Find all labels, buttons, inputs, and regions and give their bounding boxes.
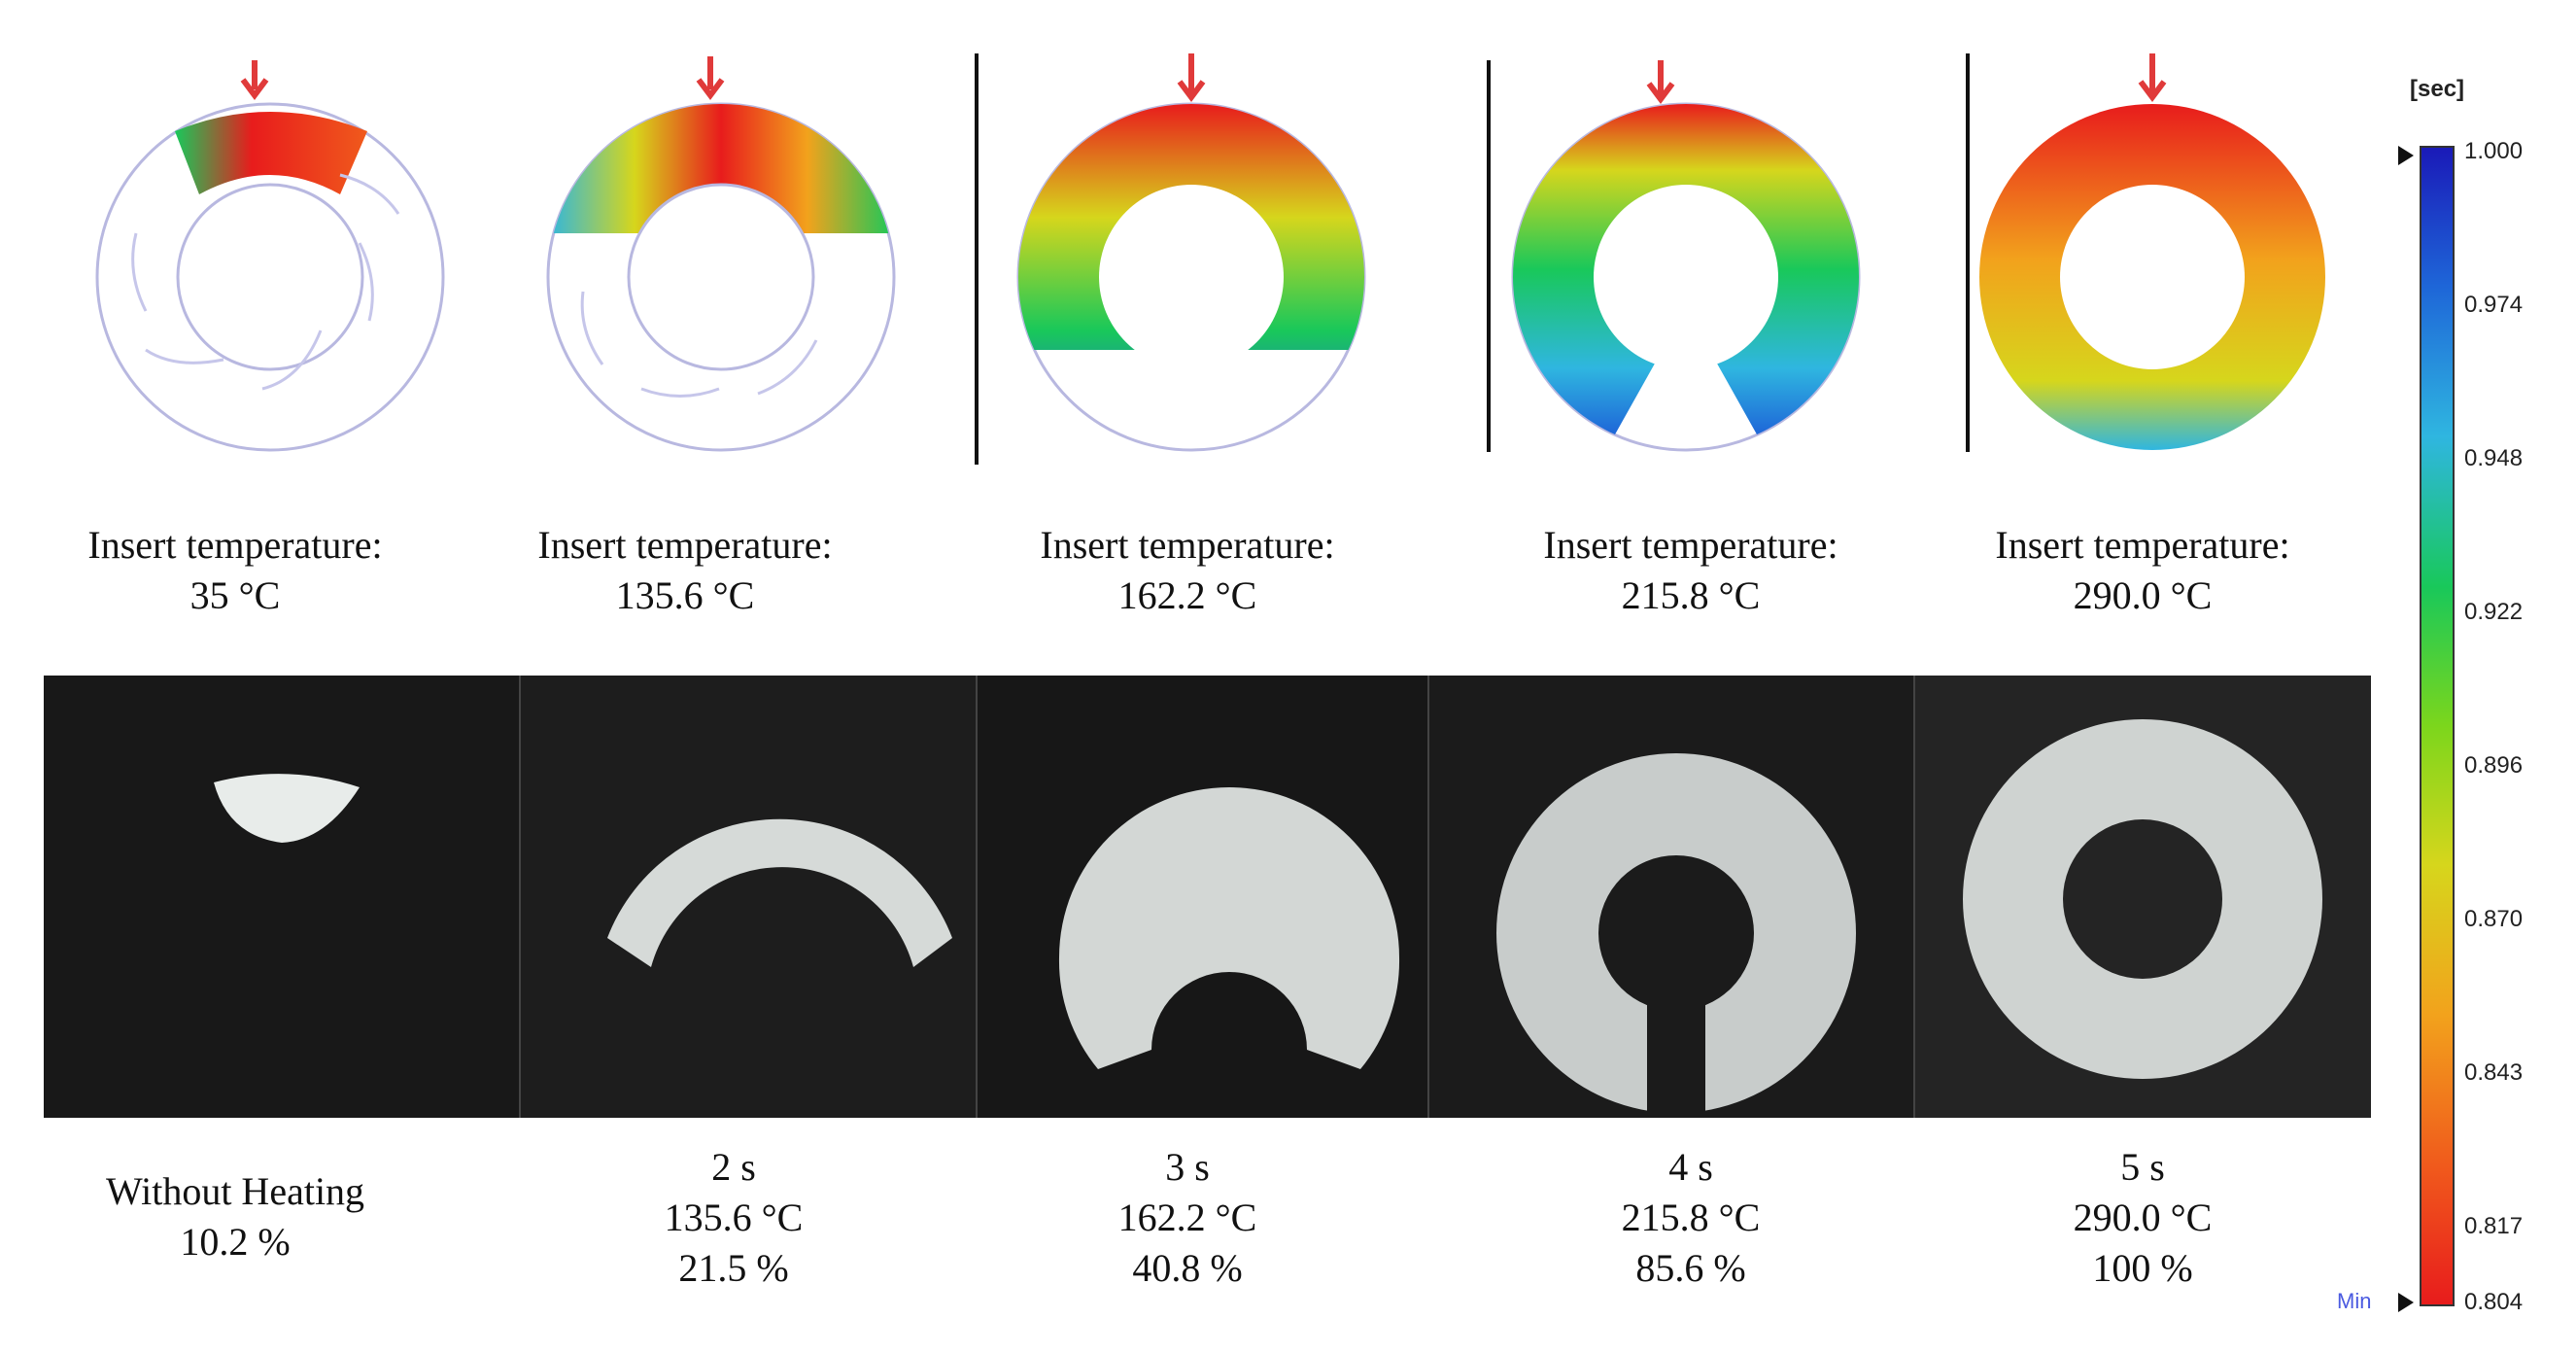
mold-hole	[1099, 185, 1284, 369]
colorbar-tick-label: 0.922	[2464, 599, 2524, 625]
sim-caption-line1: Insert temperature:	[1543, 523, 1838, 567]
arrow	[696, 56, 725, 100]
sample-caption-line1: 2 s	[711, 1145, 756, 1189]
sample-caption-1: Without Heating 10.2 %	[21, 1166, 449, 1267]
sim-caption-1: Insert temperature: 35 °C	[21, 520, 449, 621]
sim-caption-2: Insert temperature: 135.6 °C	[471, 520, 899, 621]
sim-caption-line2: 162.2 °C	[1117, 573, 1257, 617]
sim-caption-line2: 135.6 °C	[615, 573, 755, 617]
sample-caption-line3: 21.5 %	[678, 1246, 789, 1290]
sample-caption-line1: 3 s	[1165, 1145, 1210, 1189]
colorbar-max-marker	[2398, 146, 2414, 165]
sample-caption-line1: 4 s	[1668, 1145, 1713, 1189]
part-photo-2	[607, 818, 952, 967]
arrow	[1177, 53, 1206, 102]
sim-caption-line2: 290.0 °C	[2073, 573, 2213, 617]
sim-panel-2	[546, 56, 896, 452]
sim-panel-1	[95, 60, 445, 452]
melt-front	[553, 104, 889, 233]
sample-caption-4: 4 s 215.8 °C 85.6 %	[1477, 1142, 1905, 1294]
colorbar	[2420, 146, 2455, 1306]
part-photo-3	[1058, 787, 1400, 1069]
colorbar-tick-label: 0.870	[2464, 906, 2524, 932]
sim-caption-5: Insert temperature: 290.0 °C	[1929, 520, 2356, 621]
sample-caption-line2: 135.6 °C	[664, 1196, 804, 1239]
part-photo-1	[214, 774, 360, 843]
sim-caption-line1: Insert temperature:	[1995, 523, 2290, 567]
sim-caption-line2: 215.8 °C	[1621, 573, 1761, 617]
colorbar-tick-label: 0.804	[2464, 1289, 2524, 1315]
colorbar-tick-label: 0.843	[2464, 1059, 2524, 1086]
mold-outline	[95, 102, 445, 452]
sample-caption-line1: 5 s	[2120, 1145, 2165, 1189]
arrow	[1646, 60, 1675, 104]
sim-caption-line2: 35 °C	[189, 573, 281, 617]
arrow	[240, 60, 269, 100]
colorbar-min-marker	[2398, 1293, 2414, 1312]
sample-caption-line2: 10.2 %	[180, 1220, 291, 1264]
mold-hole	[1594, 185, 1778, 369]
sample-caption-3: 3 s 162.2 °C 40.8 %	[974, 1142, 1401, 1294]
sample-caption-line1: Without Heating	[105, 1169, 365, 1213]
melt-front	[175, 112, 367, 194]
colorbar-tick-label: 0.948	[2464, 445, 2524, 471]
part-photo-4	[1496, 753, 1856, 1118]
sample-caption-line3: 100 %	[2092, 1246, 2193, 1290]
sim-caption-4: Insert temperature: 215.8 °C	[1477, 520, 1905, 621]
sim-caption-line1: Insert temperature:	[537, 523, 833, 567]
sample-caption-line2: 290.0 °C	[2073, 1196, 2213, 1239]
colorbar-tick-label: 0.896	[2464, 752, 2524, 779]
colorbar-min-label: Min	[2337, 1289, 2372, 1313]
colorbar-unit: [sec]	[2410, 76, 2465, 102]
blade-outlines	[131, 173, 400, 391]
sim-panel-3	[1016, 53, 1366, 452]
colorbar-tick-label: 1.000	[2464, 138, 2524, 164]
sim-panel-4	[1511, 60, 1861, 452]
blade-outlines	[580, 291, 818, 398]
mold-hole	[627, 183, 815, 371]
sample-caption-2: 2 s 135.6 °C 21.5 %	[520, 1142, 947, 1294]
part-photo-5	[1963, 719, 2322, 1079]
sim-caption-line1: Insert temperature:	[87, 523, 383, 567]
simulation-row	[95, 53, 2325, 465]
sample-caption-line2: 162.2 °C	[1117, 1196, 1257, 1239]
sim-caption-line1: Insert temperature:	[1040, 523, 1335, 567]
sample-caption-line3: 85.6 %	[1635, 1246, 1746, 1290]
colorbar-tick-label: 0.974	[2464, 292, 2524, 318]
arrow	[2138, 53, 2167, 102]
sim-caption-3: Insert temperature: 162.2 °C	[974, 520, 1401, 621]
colorbar-tick-label: 0.817	[2464, 1213, 2524, 1239]
sample-caption-5: 5 s 290.0 °C 100 %	[1929, 1142, 2356, 1294]
mold-hole	[176, 183, 364, 371]
sample-caption-line3: 40.8 %	[1132, 1246, 1243, 1290]
mold-hole	[2060, 185, 2245, 369]
sample-caption-line2: 215.8 °C	[1621, 1196, 1761, 1239]
photo-strip	[44, 676, 2371, 1118]
sim-panel-5	[1979, 53, 2325, 450]
